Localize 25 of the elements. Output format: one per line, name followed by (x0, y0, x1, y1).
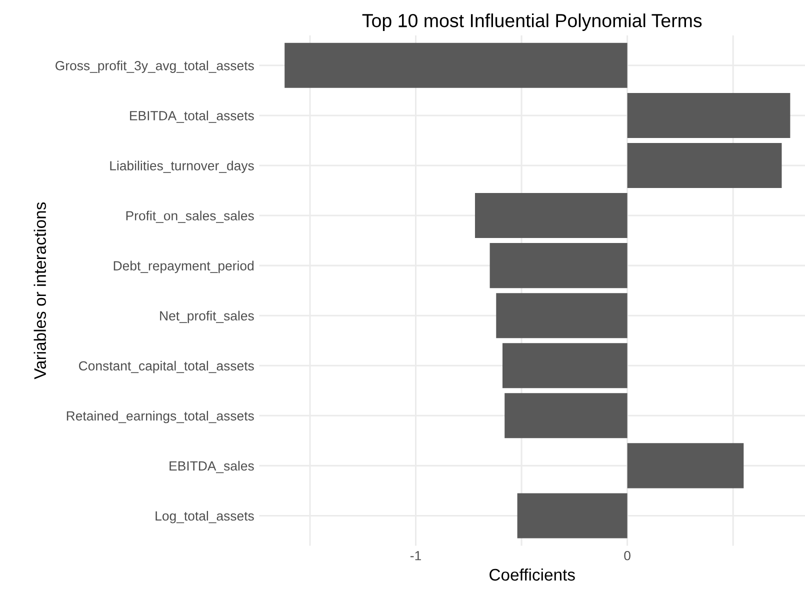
chart-title: Top 10 most Influential Polynomial Terms (362, 13, 702, 31)
bar (502, 343, 628, 388)
x-axis-title: Coefficients (490, 568, 575, 581)
y-tick-label: Liabilities_turnover_days (110, 160, 254, 174)
y-tick-label: Gross_profit_3y_avg_total_assets (56, 60, 254, 73)
bar (284, 42, 628, 88)
y-tick-label: Debt_repayment_period (114, 260, 254, 274)
bar (627, 142, 782, 188)
bar (504, 393, 628, 438)
y-tick-label: Constant_capital_total_assets (78, 360, 254, 374)
x-tick-label: -1 (410, 551, 421, 560)
y-tick-label: EBITDA_total_assets (130, 110, 254, 123)
y-tick-label: EBITDA_sales (170, 460, 254, 474)
y-tick-label: Net_profit_sales (160, 310, 254, 324)
bar (496, 293, 628, 338)
bar (490, 243, 628, 288)
y-tick-label: Retained_earnings_total_assets (66, 410, 254, 424)
y-tick-label: Log_total_assets (156, 510, 254, 524)
bar (627, 92, 790, 138)
bar (517, 493, 628, 538)
bar (474, 193, 628, 238)
y-axis-title: Variables or interactions (34, 202, 46, 380)
x-tick-label: 0 (624, 550, 630, 560)
bar (627, 443, 744, 488)
y-tick-label: Profit_on_sales_sales (126, 210, 254, 223)
